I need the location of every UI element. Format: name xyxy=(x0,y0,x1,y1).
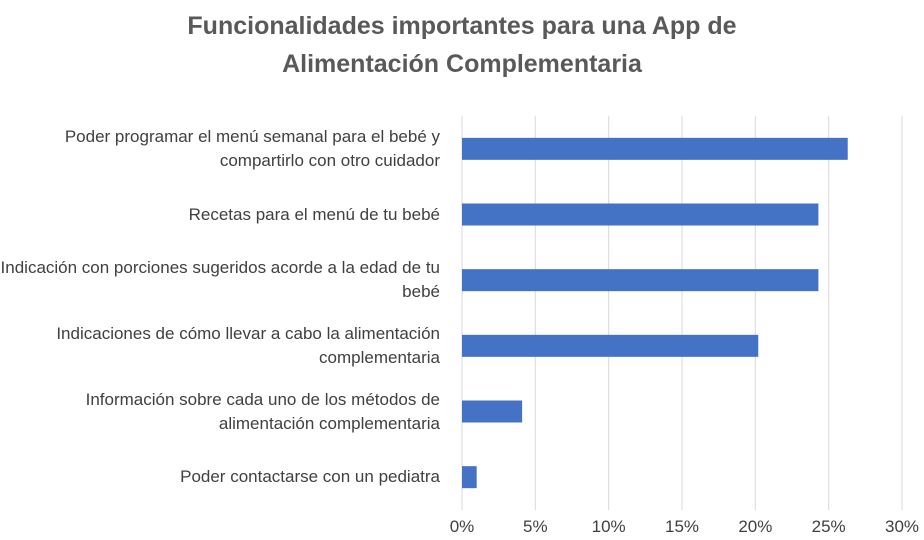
bar xyxy=(462,269,819,292)
bar xyxy=(462,400,523,423)
chart-title: Alimentación Complementaria xyxy=(282,50,642,78)
y-tick-label: Indicaciones de cómo llevar a cabo la al… xyxy=(56,323,440,367)
y-tick-label: Recetas para el menú de tu bebé xyxy=(188,204,440,224)
x-tick-label: 25% xyxy=(811,517,846,536)
x-tick-label: 10% xyxy=(591,517,626,536)
bar xyxy=(462,334,759,357)
bar xyxy=(462,203,819,226)
chart-title: Funcionalidades importantes para una App… xyxy=(187,12,737,40)
x-tick-label: 5% xyxy=(523,517,548,536)
bar xyxy=(462,137,848,160)
x-tick-label: 15% xyxy=(664,517,700,536)
x-tick-label: 0% xyxy=(449,517,475,536)
x-tick-label: 20% xyxy=(738,517,773,536)
x-tick-label: 30% xyxy=(884,517,920,536)
y-tick-label: Indicación con porciones sugeridos acord… xyxy=(0,258,440,302)
y-tick-label: Poder contactarse con un pediatra xyxy=(180,467,440,487)
y-tick-label: Poder programar el menú semanal para el … xyxy=(64,126,440,170)
bar xyxy=(462,466,477,489)
y-tick-label: Información sobre cada uno de los método… xyxy=(85,389,440,433)
